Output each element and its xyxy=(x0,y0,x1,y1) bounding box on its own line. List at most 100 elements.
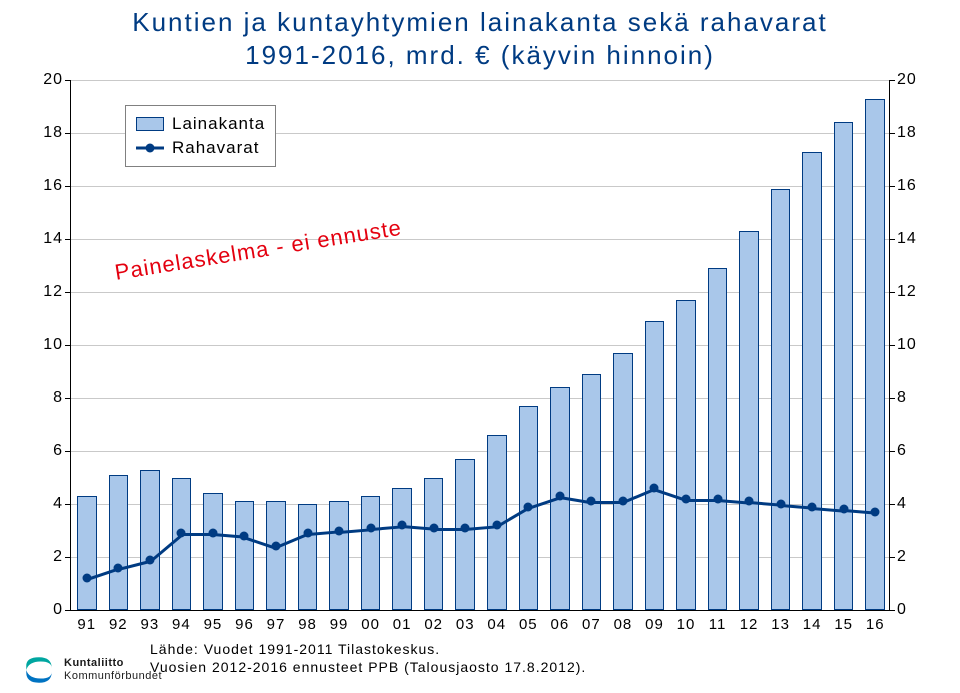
chart-container: Kuntien ja kuntayhtymien lainakanta sekä… xyxy=(0,0,960,693)
logo-line2: Kommunförbundet xyxy=(64,670,162,683)
bar xyxy=(298,504,318,610)
x-tick-label: 08 xyxy=(614,616,633,633)
line-marker xyxy=(145,555,154,564)
bar xyxy=(77,496,97,610)
bar xyxy=(802,152,822,610)
line-marker xyxy=(272,542,281,551)
line-marker xyxy=(682,494,691,503)
y-tick-label: 20 xyxy=(897,71,947,89)
x-tick-label: 15 xyxy=(834,616,853,633)
line-marker xyxy=(398,521,407,530)
bar xyxy=(109,475,129,610)
footer-logo: Kuntaliitto Kommunförbundet xyxy=(22,653,162,687)
legend-label: Rahavarat xyxy=(172,138,259,158)
line-marker xyxy=(650,484,659,493)
x-tick-label: 03 xyxy=(456,616,475,633)
y-tick-label: 2 xyxy=(897,548,947,566)
bar xyxy=(613,353,633,610)
legend: Lainakanta Rahavarat xyxy=(125,105,276,167)
line-marker xyxy=(555,492,564,501)
y-tick-label: 12 xyxy=(897,283,947,301)
legend-swatch-bar xyxy=(136,117,164,131)
bar xyxy=(329,501,349,610)
bar xyxy=(645,321,665,610)
line-marker xyxy=(587,497,596,506)
x-tick-label: 00 xyxy=(361,616,380,633)
y-tick-label: 20 xyxy=(13,71,63,89)
line-marker xyxy=(713,494,722,503)
x-tick-label: 02 xyxy=(424,616,443,633)
line-marker xyxy=(492,521,501,530)
y-tick-label: 18 xyxy=(13,124,63,142)
line-marker xyxy=(114,563,123,572)
y-tick-label: 8 xyxy=(897,389,947,407)
bar xyxy=(392,488,412,610)
bar xyxy=(739,231,759,610)
y-tick-label: 14 xyxy=(13,230,63,248)
x-tick-label: 10 xyxy=(677,616,696,633)
line-marker xyxy=(303,529,312,538)
x-tick-label: 09 xyxy=(645,616,664,633)
legend-label: Lainakanta xyxy=(172,114,265,134)
y-tick-label: 4 xyxy=(897,495,947,513)
line-marker xyxy=(429,523,438,532)
bar xyxy=(361,496,381,610)
legend-swatch-line xyxy=(136,141,164,155)
y-tick-label: 2 xyxy=(13,548,63,566)
y-tick-label: 16 xyxy=(13,177,63,195)
x-tick-label: 01 xyxy=(393,616,412,633)
y-tick-label: 18 xyxy=(897,124,947,142)
logo-icon xyxy=(22,653,56,687)
source-text: Lähde: Vuodet 1991-2011 Tilastokeskus. V… xyxy=(150,640,586,676)
line-marker xyxy=(208,529,217,538)
line-marker xyxy=(240,531,249,540)
logo-text: Kuntaliitto Kommunförbundet xyxy=(64,657,162,682)
x-tick-label: 07 xyxy=(582,616,601,633)
bar xyxy=(140,470,160,610)
x-tick-label: 13 xyxy=(771,616,790,633)
x-tick-label: 99 xyxy=(330,616,349,633)
x-tick-label: 14 xyxy=(803,616,822,633)
y-tick-label: 14 xyxy=(897,230,947,248)
y-tick-label: 4 xyxy=(13,495,63,513)
bar xyxy=(235,501,255,610)
y-tick-label: 8 xyxy=(13,389,63,407)
x-tick-label: 93 xyxy=(141,616,160,633)
x-tick-label: 96 xyxy=(235,616,254,633)
line-marker xyxy=(618,497,627,506)
bar xyxy=(172,478,192,611)
line-marker xyxy=(839,505,848,514)
x-tick-label: 94 xyxy=(172,616,191,633)
bar xyxy=(582,374,602,610)
bar xyxy=(708,268,728,610)
line-marker xyxy=(745,497,754,506)
bar xyxy=(266,501,286,610)
y-tick-label: 6 xyxy=(13,442,63,460)
chart-title: Kuntien ja kuntayhtymien lainakanta sekä… xyxy=(0,6,960,71)
y-tick-label: 6 xyxy=(897,442,947,460)
x-tick-label: 05 xyxy=(519,616,538,633)
line-marker xyxy=(177,529,186,538)
y-tick-label: 10 xyxy=(897,336,947,354)
legend-item-lainakanta: Lainakanta xyxy=(136,112,265,136)
line-marker xyxy=(461,523,470,532)
bar xyxy=(203,493,223,610)
logo-line1: Kuntaliitto xyxy=(64,657,162,670)
x-tick-label: 16 xyxy=(866,616,885,633)
x-tick-label: 92 xyxy=(109,616,128,633)
x-tick-label: 04 xyxy=(487,616,506,633)
x-tick-label: 11 xyxy=(709,616,727,633)
line-marker xyxy=(776,500,785,509)
y-tick-label: 16 xyxy=(897,177,947,195)
y-tick-label: 0 xyxy=(897,601,947,619)
line-marker xyxy=(808,502,817,511)
bar xyxy=(676,300,696,610)
x-tick-label: 97 xyxy=(267,616,286,633)
x-tick-label: 06 xyxy=(551,616,570,633)
y-tick-label: 10 xyxy=(13,336,63,354)
y-tick-label: 0 xyxy=(13,601,63,619)
bar xyxy=(865,99,885,610)
x-tick-label: 98 xyxy=(298,616,317,633)
x-tick-label: 12 xyxy=(740,616,759,633)
x-tick-label: 91 xyxy=(77,616,96,633)
